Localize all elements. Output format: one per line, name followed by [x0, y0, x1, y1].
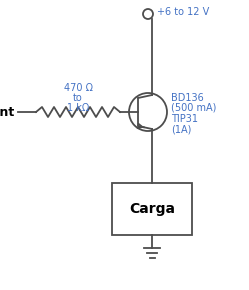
Text: (1A): (1A)	[171, 124, 191, 134]
Text: (500 mA): (500 mA)	[171, 103, 216, 113]
Text: Ent: Ent	[0, 106, 15, 119]
Bar	[112, 183, 192, 235]
Text: Carga: Carga	[129, 202, 175, 216]
Text: 470 Ω: 470 Ω	[63, 83, 92, 93]
Text: +6 to 12 V: +6 to 12 V	[157, 7, 209, 17]
Text: BD136: BD136	[171, 93, 204, 103]
Text: to: to	[73, 93, 83, 103]
Text: 1 kΩ: 1 kΩ	[67, 103, 89, 113]
Text: TIP31: TIP31	[171, 114, 198, 124]
